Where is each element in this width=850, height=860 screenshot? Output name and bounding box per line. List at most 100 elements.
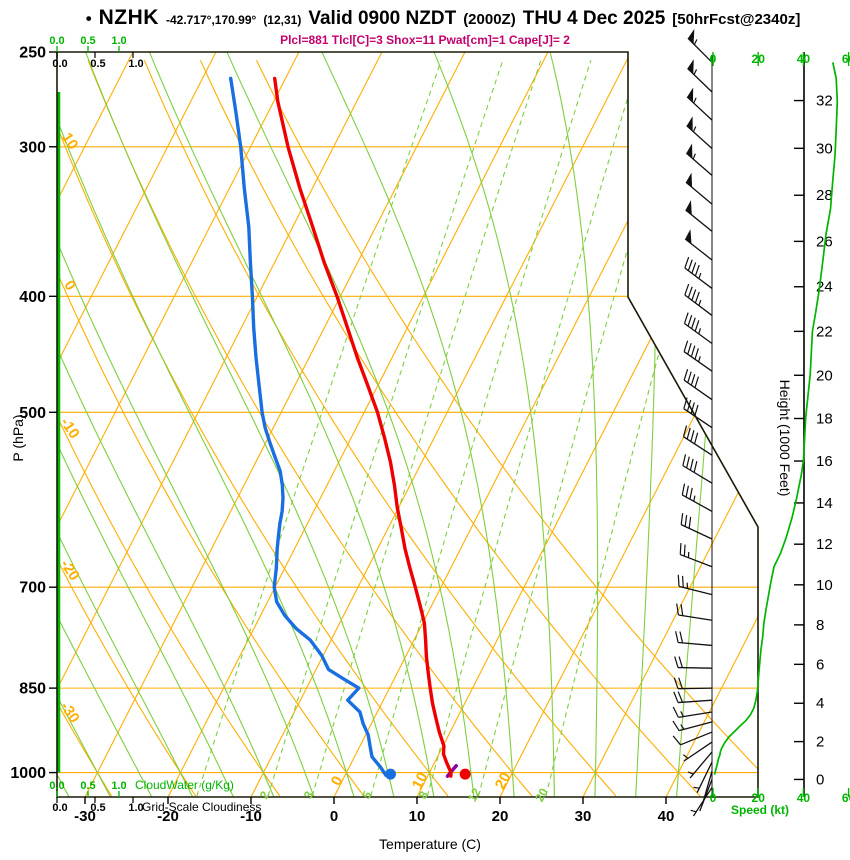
speed-axis-title: Speed (kt) [731,803,789,817]
speed-tick-label: 0 [710,791,717,805]
speed-tick-label: 20 [752,52,766,66]
isotherm-line [167,52,549,797]
cloudwater-scale-label: 0.5 [80,780,95,792]
pressure-tick-label: 700 [19,580,46,597]
isotherm-line [665,52,758,797]
cloudiness-scale-label: 0.0 [52,802,67,814]
wind-barb [679,543,713,568]
dry-adiabat-line [57,60,113,797]
cloudwater-scale-label: 0.5 [80,35,95,47]
height-tick-label: 6 [816,656,824,673]
cloudiness-scale-label: 1.0 [128,58,143,70]
isotherm-line [499,52,758,797]
temperature-tick-label: 30 [575,808,592,825]
dry-adiabat-line [199,60,701,797]
moist-adiabat-line [431,52,555,797]
wind-barb [677,574,713,596]
cloudwater-scale-label: 1.0 [111,35,126,47]
dry-adiabat-line [143,60,617,797]
temperature-tick-label: -20 [157,808,179,825]
wind-speed-curve [713,62,839,775]
moist-adiabat-line [224,52,475,797]
wind-barb [683,741,713,762]
mixing-ratio-line [311,60,542,797]
temperature-curve [273,76,453,778]
moist-adiabat-line [57,52,111,797]
forecast-info: [50hrFcst@2340z] [672,11,801,28]
mixing-ratio-line [426,60,640,797]
mixing-ratio-label: 20 [532,786,551,805]
pressure-tick-label: 400 [19,289,46,306]
wind-barb [687,59,713,93]
isotherm-line [416,52,758,797]
isotherm-line [333,52,715,797]
dry-adiabat-line [57,60,281,797]
chart-title: • NZHK -42.717°,170.99° (12,31) Valid 09… [18,6,850,30]
wind-barb [682,425,713,456]
cloudiness-scale-label: 0.0 [52,58,67,70]
parcel-segment [445,764,458,778]
valid-date: THU 4 Dec 2025 [522,8,666,29]
wind-barb [687,29,713,63]
height-tick-label: 32 [816,93,833,110]
dry-adiabat-label: 0 [60,277,79,293]
mixing-ratio-label: 3 [301,788,317,801]
wind-barb [672,731,713,746]
moist-adiabat-line [57,52,275,797]
wind-barb [683,368,713,401]
wind-barb [683,340,713,372]
wind-barb [686,87,713,121]
wind-barb [684,283,713,316]
dry-adiabat-line [57,60,197,797]
wind-barb [685,172,713,205]
temperature-axis-title: Temperature (C) [379,836,481,852]
dry-adiabat-line [57,60,365,797]
wind-barb [686,116,713,149]
isotherm-line [250,52,632,797]
dry-adiabat-label: -20 [57,556,83,583]
cloudiness-scale-label: 1.0 [128,802,143,814]
wind-barb [690,787,713,817]
speed-tick-label: 60 [842,52,850,66]
wind-barb [672,706,713,718]
sounding-indices: Plcl=881 Tlcl[C]=3 Shox=11 Pwat[cm]=1 Ca… [280,33,570,47]
speed-tick-label: 0 [710,52,717,66]
wind-barb [683,397,713,429]
wind-barb [684,229,713,261]
isotherm-line [84,52,466,797]
pressure-tick-label: 300 [19,139,46,156]
moist-adiabat-line [57,52,234,797]
plot-area [57,52,758,797]
valid-time: Valid 0900 NZDT [308,8,457,29]
moist-adiabat-line [548,52,599,797]
valid-time-utc: (2000Z) [463,11,516,28]
cloudwater-scale-label: 1.0 [111,780,126,792]
surface-temperature-dot [459,768,471,780]
wind-barb [682,454,713,484]
mixing-ratio-line [370,60,592,797]
moist-adiabat-line [83,52,395,797]
isotherm-line [57,52,134,797]
wind-barb [680,513,713,540]
station-bullet-icon: • [85,9,92,28]
pressure-tick-label: 1000 [10,765,46,782]
speed-tick-label: 60 [842,791,850,805]
wind-barb [685,143,713,176]
wind-barb [673,691,713,704]
wind-barb [676,603,713,621]
cloudwater-axis-title: CloudWater (g/Kg) [135,778,234,792]
mixing-ratio-label: 12 [465,786,484,805]
wind-barb [672,720,713,732]
pressure-tick-label: 500 [19,405,46,422]
isotherm-line [57,52,217,797]
cloudwater-scale-label: 0.0 [49,35,64,47]
height-tick-label: 16 [816,453,833,470]
height-tick-label: 20 [816,367,833,384]
pressure-axis-title: P (hPa) [10,414,26,462]
temperature-tick-label: -10 [240,808,262,825]
height-tick-label: 12 [816,536,833,553]
moist-adiabat-line [57,52,315,797]
height-tick-label: 30 [816,140,833,157]
